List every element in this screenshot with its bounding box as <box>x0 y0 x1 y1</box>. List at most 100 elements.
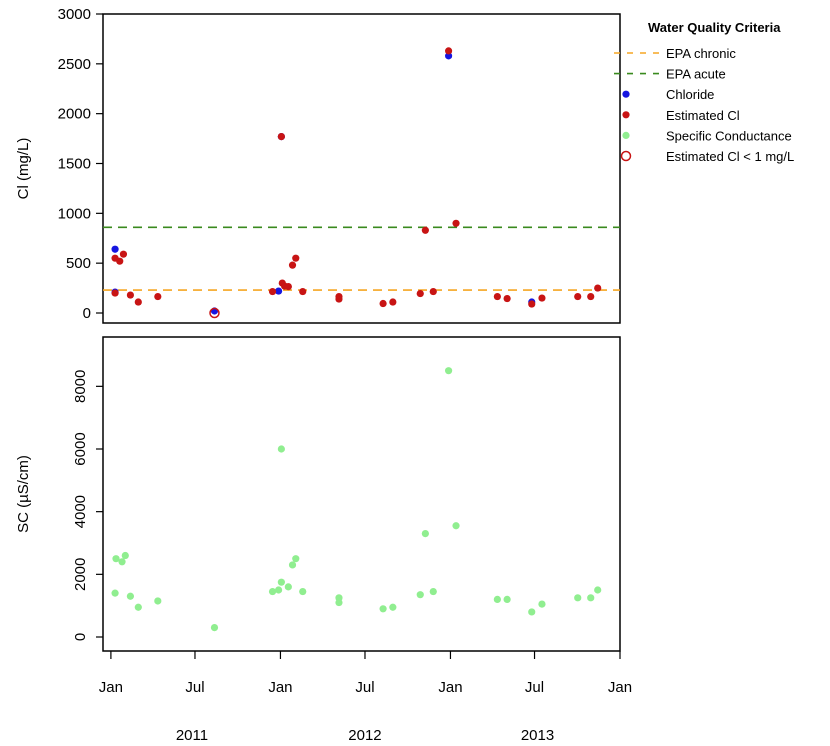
data-point <box>493 292 501 301</box>
data-point <box>444 47 453 55</box>
data-point <box>389 603 397 611</box>
data-point <box>209 307 220 319</box>
y-tick-label: 2000 <box>58 106 91 123</box>
data-point <box>416 591 424 599</box>
data-point <box>292 254 300 262</box>
legend-dot-symbol <box>622 90 630 98</box>
data-point <box>111 245 119 253</box>
data-point <box>288 561 297 569</box>
plot-frame <box>102 13 621 324</box>
data-point <box>277 132 285 141</box>
data-point <box>421 530 429 538</box>
data-point <box>452 219 460 227</box>
y-tick-label: 3000 <box>58 6 91 23</box>
data-point <box>379 299 387 308</box>
legend-item-label: EPA chronic <box>666 46 736 61</box>
data-point <box>119 250 128 258</box>
data-point <box>538 600 546 608</box>
data-point <box>134 298 142 306</box>
data-point <box>574 292 582 301</box>
data-point <box>444 367 453 375</box>
legend-dot-symbol <box>622 131 630 139</box>
y-tick-label: 4000 <box>72 495 89 528</box>
data-point <box>421 226 429 234</box>
x-tick-label: Jan <box>99 679 123 696</box>
legend: Water Quality Criteria EPA chronic EPA acu… <box>614 20 794 164</box>
data-point <box>493 595 501 604</box>
legend-item-label: Estimated Cl <box>666 108 740 123</box>
data-point <box>335 292 343 301</box>
data-point <box>379 605 387 613</box>
legend-open-circle-symbol <box>620 150 632 162</box>
year-label: 2013 <box>521 727 554 744</box>
x-tick-label: Jul <box>525 679 544 696</box>
data-point <box>299 587 307 596</box>
x-axis: Jan Jul Jan Jul Jan Jul Jan 2011 2012 2013 <box>99 651 632 744</box>
data-point <box>284 282 292 291</box>
plot-frame <box>102 336 621 652</box>
legend-dot-symbol <box>622 111 630 119</box>
data-point <box>288 261 297 269</box>
data-point <box>274 287 283 295</box>
x-tick-label: Jul <box>185 679 204 696</box>
legend-item-label: Chloride <box>666 87 714 102</box>
y-tick-label: 500 <box>66 255 91 272</box>
data-point <box>452 522 460 530</box>
y-tick-label: 2000 <box>72 558 89 591</box>
data-point <box>335 598 343 607</box>
y-tick-label: 6000 <box>72 432 89 465</box>
y-tick-label: 0 <box>72 633 89 641</box>
data-point <box>503 294 511 303</box>
data-point <box>429 587 437 596</box>
y-tick-label: 1500 <box>58 156 91 173</box>
data-point <box>116 257 124 265</box>
data-point <box>274 586 283 594</box>
data-point <box>121 551 129 560</box>
data-point <box>299 287 307 296</box>
data-point <box>503 595 511 604</box>
x-tick-label: Jan <box>438 679 462 696</box>
legend-item-label: Estimated Cl < 1 mg/L <box>666 149 794 164</box>
legend-title: Water Quality Criteria <box>648 20 781 35</box>
x-tick-label: Jul <box>355 679 374 696</box>
data-point <box>416 289 424 298</box>
data-point <box>210 624 219 632</box>
x-tick-label: Jan <box>608 679 632 696</box>
data-point <box>284 583 292 591</box>
data-point <box>126 592 135 600</box>
data-point <box>154 597 162 605</box>
data-point <box>574 594 582 602</box>
data-point <box>389 298 397 306</box>
data-point <box>118 558 126 566</box>
conductance-panel: 0 2000 4000 6000 8000 SC (µS/cm) <box>15 336 621 652</box>
data-point <box>587 292 595 301</box>
year-label: 2012 <box>348 727 381 744</box>
data-point <box>126 291 135 299</box>
data-point <box>154 292 162 301</box>
y-axis-label: Cl (mg/L) <box>15 138 32 200</box>
chloride-panel: 0 500 1000 1500 2000 2500 3000 Cl (mg/L) <box>15 6 621 324</box>
y-tick-label: 1000 <box>58 205 91 222</box>
y-tick-label: 8000 <box>72 370 89 403</box>
data-point <box>268 587 277 596</box>
data-point <box>528 608 536 616</box>
data-point <box>444 52 453 60</box>
data-point <box>538 294 546 302</box>
y-axis-label: SC (µS/cm) <box>15 455 32 533</box>
data-point <box>587 594 595 602</box>
data-point <box>268 287 277 296</box>
data-point <box>277 445 285 453</box>
legend-item-label: EPA acute <box>666 67 726 82</box>
x-tick-label: Jan <box>268 679 292 696</box>
legend-item-label: Specific Conductance <box>666 128 792 143</box>
data-point <box>134 603 142 611</box>
data-point <box>594 284 602 292</box>
data-point <box>292 555 300 563</box>
data-point <box>429 287 437 296</box>
data-point <box>594 586 602 594</box>
y-tick-label: 0 <box>83 305 91 322</box>
data-point <box>528 300 536 308</box>
data-point <box>111 289 119 297</box>
data-point <box>112 555 120 563</box>
